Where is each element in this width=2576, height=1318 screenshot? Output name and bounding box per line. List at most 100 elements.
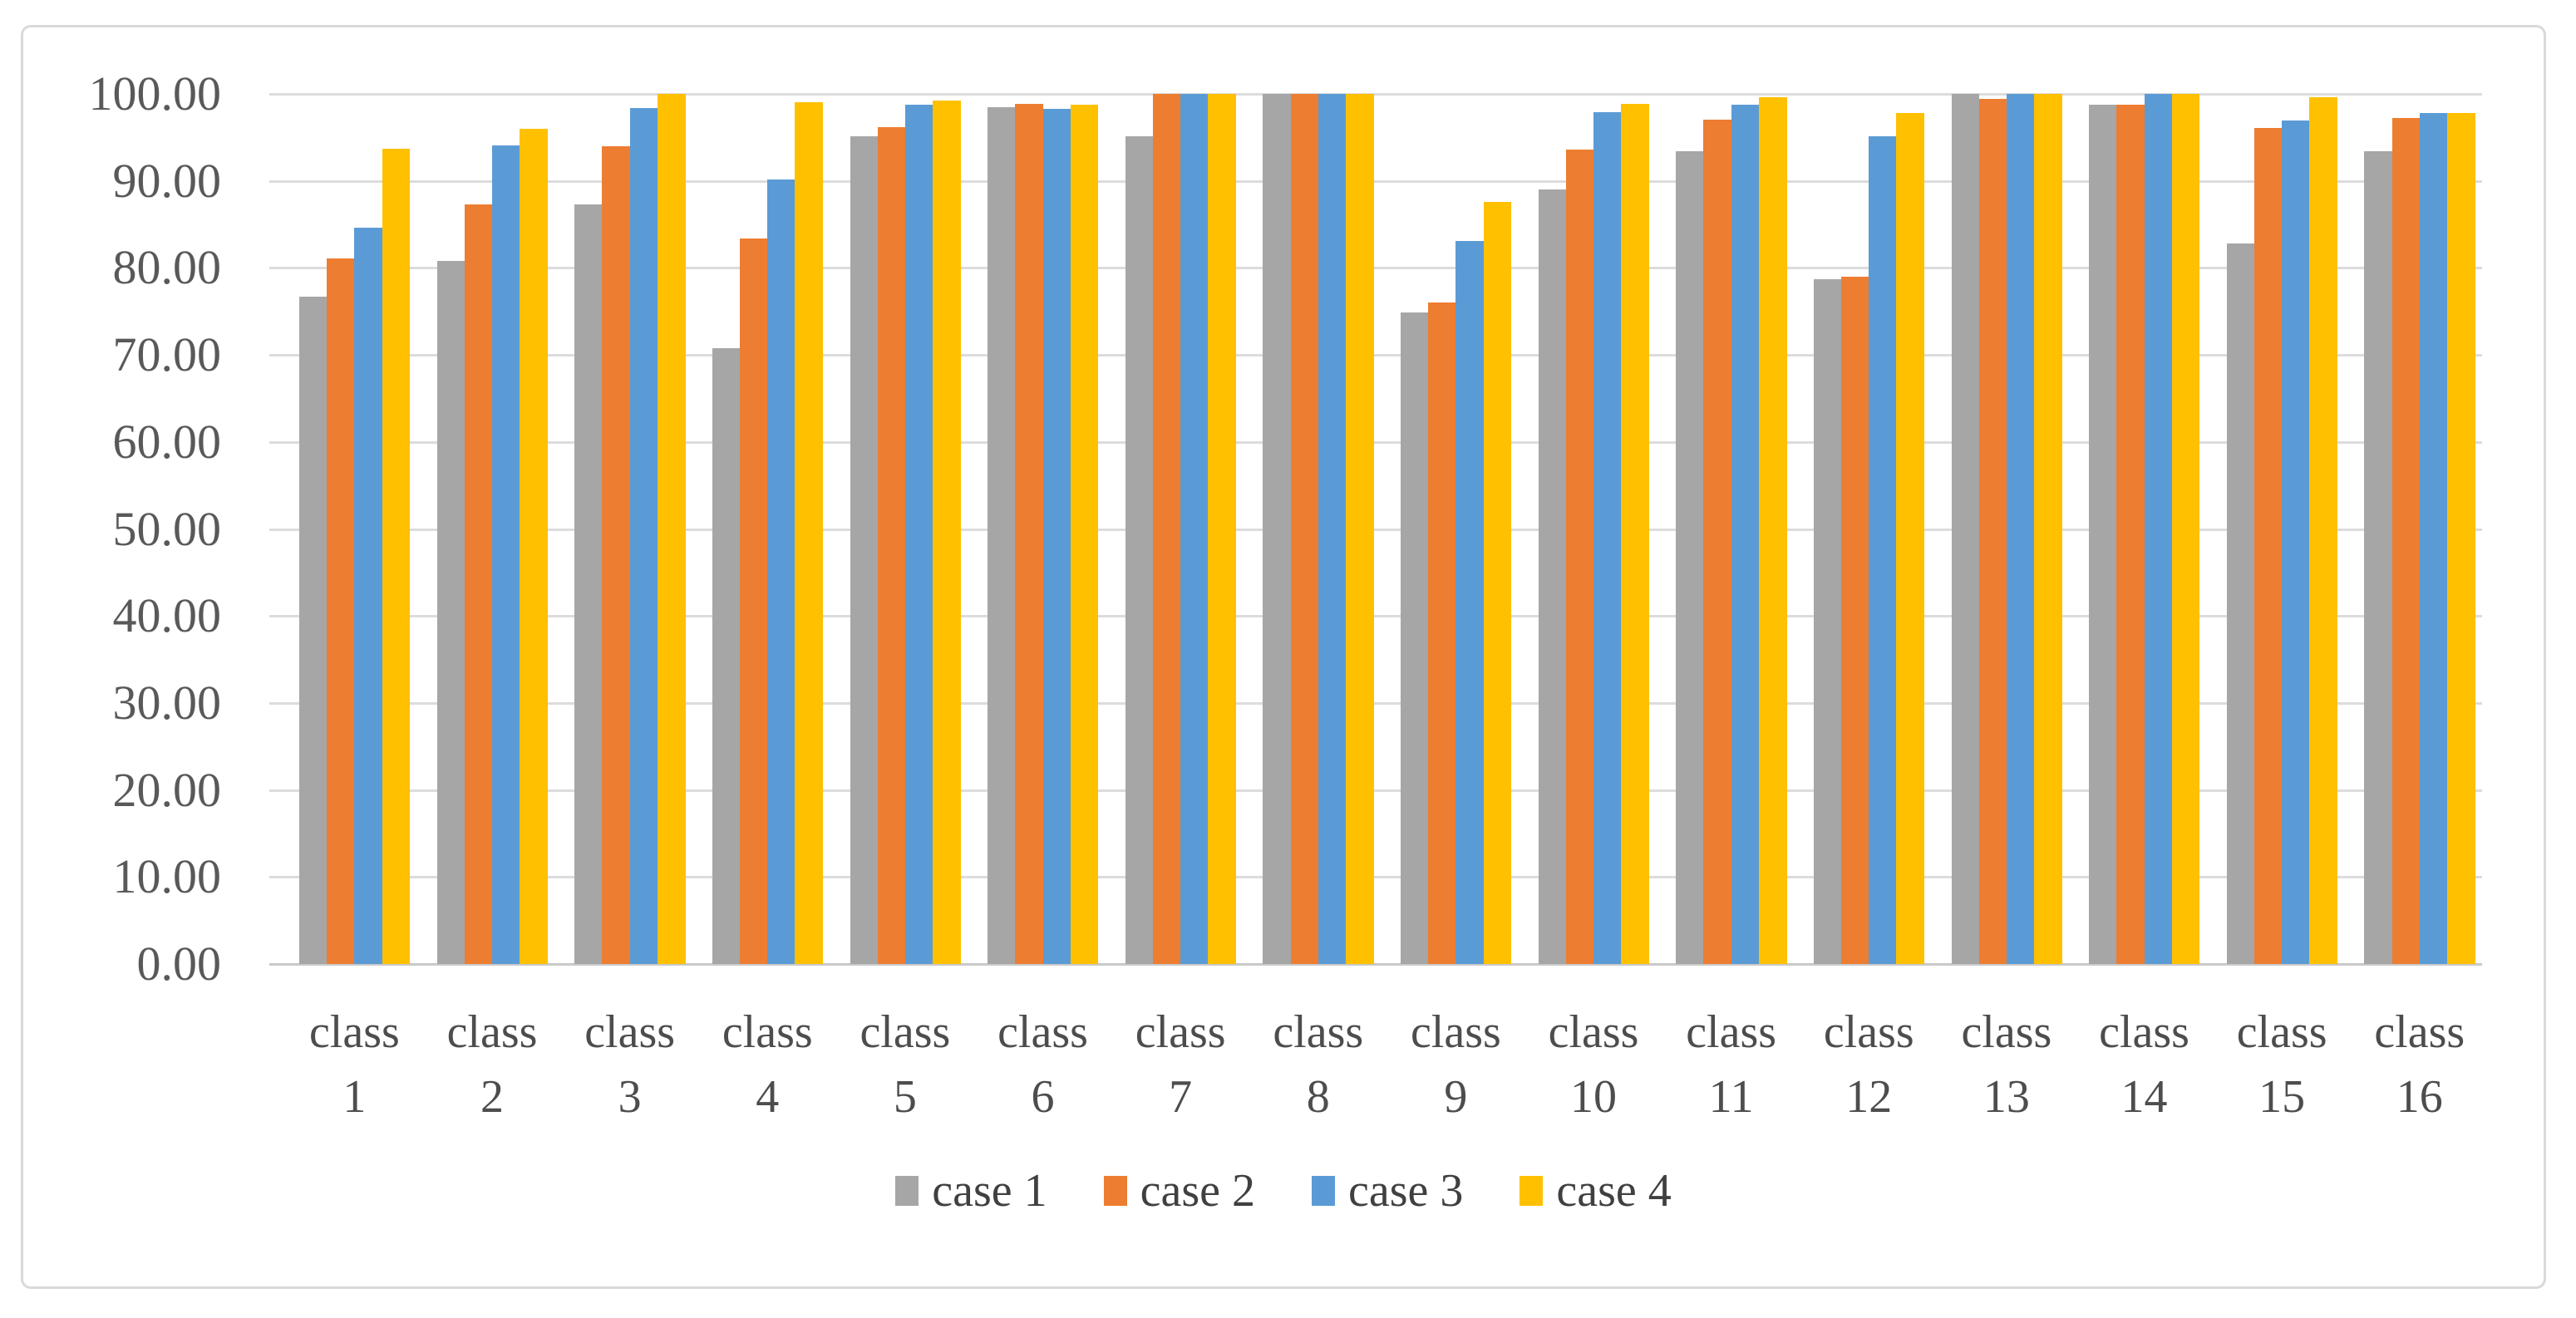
bar-class-12-case-2 [1841,276,1869,964]
bar-class-12-case-4 [1896,113,1925,964]
bar-class-5-case-1 [850,136,879,964]
bar-class-10-case-4 [1621,103,1649,964]
bar-class-1-case-2 [327,258,355,964]
bar-class-5-case-3 [904,104,933,964]
bar-class-11-case-4 [1758,97,1787,964]
x-label-line2: 2 [480,1071,505,1124]
legend-swatch-icon [1312,1176,1335,1206]
bar-class-16-case-1 [2364,151,2393,964]
bar-class-8-case-1 [1263,94,1292,964]
gridline-30 [269,701,2482,705]
chart-figure: 0.00 10.00 20.00 30.00 40.00 50.00 60.00 70.00 8… [21,25,2546,1289]
legend-item-case-3: case 3 [1312,1168,1463,1214]
x-label-line2: 8 [1306,1071,1330,1124]
bar-class-5-case-4 [933,101,961,964]
bar-class-11-case-1 [1676,151,1704,964]
y-tick-label-0.00: 0.00 [136,937,222,991]
x-label-line2: 16 [2396,1071,2443,1124]
bar-class-3-case-1 [574,204,603,964]
y-tick-label-30.00: 30.00 [112,675,222,730]
bar-class-9-case-1 [1401,312,1429,964]
y-tick-label-70.00: 70.00 [112,327,222,382]
x-label-line1: class [2374,1006,2465,1058]
gridline-60 [269,440,2482,444]
x-label-line2: 15 [2258,1071,2306,1124]
x-category-label-2: class 2 [421,1000,563,1130]
x-label-line1: class [722,1006,813,1058]
x-label-line2: 1 [342,1071,367,1124]
legend-item-case-1: case 1 [895,1168,1047,1214]
gridline-90 [269,180,2482,183]
y-tick-label-100.00: 100.00 [88,66,222,120]
x-label-line2: 14 [2120,1071,2168,1124]
bar-class-1-case-4 [382,148,411,964]
bar-class-9-case-4 [1483,201,1512,964]
x-category-label-14: class 14 [2074,1000,2215,1130]
x-category-label-9: class 9 [1385,1000,1526,1130]
bar-class-4-case-2 [740,238,768,964]
bar-class-2-case-1 [436,261,465,964]
bar-class-13-case-4 [2034,94,2062,964]
bar-class-16-case-4 [2446,113,2475,964]
bar-class-7-case-3 [1180,94,1209,964]
x-label-line2: 11 [1708,1071,1754,1124]
x-label-line1: class [997,1006,1088,1058]
legend-label: case 1 [932,1165,1047,1217]
gridline-50 [269,528,2482,531]
bar-class-9-case-3 [1455,240,1485,964]
x-category-label-5: class 5 [835,1000,976,1130]
x-category-label-3: class 3 [559,1000,701,1130]
x-label-line2: 12 [1845,1071,1893,1124]
x-label-line2: 3 [618,1071,642,1124]
bar-class-15-case-4 [2309,97,2338,964]
x-label-line1: class [1410,1006,1501,1058]
bar-class-2-case-3 [492,145,520,964]
bar-class-3-case-2 [602,145,631,964]
bar-class-13-case-3 [2006,94,2035,964]
bar-class-16-case-3 [2419,113,2448,964]
bar-class-16-case-2 [2391,118,2421,964]
x-label-line2: 7 [1169,1071,1193,1124]
x-category-label-4: class 4 [697,1000,838,1130]
bar-class-7-case-2 [1152,94,1181,964]
bar-class-1-case-3 [354,228,383,964]
y-tick-label-10.00: 10.00 [112,849,222,904]
gridline-100 [269,93,2482,96]
legend: case 1 case 2 case 3 case 4 [23,1168,2544,1214]
x-label-line2: 10 [1570,1071,1618,1124]
bar-class-10-case-1 [1538,189,1567,964]
bar-class-7-case-1 [1125,136,1154,964]
gridline-70 [269,354,2482,357]
x-label-line1: class [1686,1006,1777,1058]
legend-label: case 2 [1140,1165,1255,1217]
bar-class-6-case-4 [1070,104,1099,964]
bar-class-3-case-3 [629,107,658,964]
bar-class-6-case-2 [1015,103,1043,964]
y-tick-label-40.00: 40.00 [112,588,222,643]
bar-class-14-case-1 [2089,104,2117,964]
x-label-line1: class [1823,1006,1914,1058]
legend-swatch-icon [1103,1176,1127,1206]
x-label-line1: class [584,1006,676,1058]
x-label-line1: class [1548,1006,1639,1058]
x-category-label-11: class 11 [1661,1000,1802,1130]
bar-class-4-case-3 [767,179,795,964]
x-axis-line [269,963,2482,966]
bar-class-8-case-4 [1345,94,1374,964]
x-category-label-7: class 7 [1110,1000,1251,1130]
bar-class-15-case-3 [2282,120,2310,964]
bar-class-2-case-4 [520,128,548,964]
bar-class-6-case-3 [1042,108,1071,964]
bar-class-8-case-3 [1318,94,1347,964]
x-label-line1: class [1135,1006,1226,1058]
bar-class-9-case-2 [1428,302,1456,964]
bar-class-15-case-2 [2253,127,2283,964]
x-category-label-13: class 13 [1936,1000,2077,1130]
bar-class-13-case-2 [1978,99,2007,964]
gridline-80 [269,267,2482,270]
bar-class-14-case-3 [2144,94,2173,964]
x-category-label-8: class 8 [1248,1000,1389,1130]
x-label-line2: 9 [1444,1071,1468,1124]
x-category-label-1: class 1 [283,1000,425,1130]
y-tick-label-20.00: 20.00 [112,762,222,817]
